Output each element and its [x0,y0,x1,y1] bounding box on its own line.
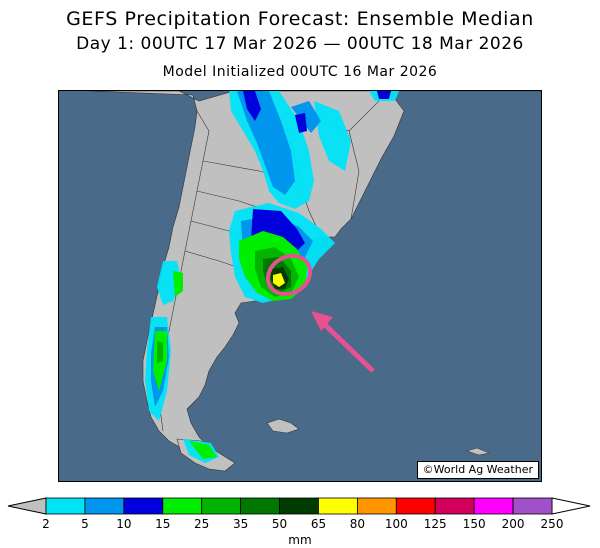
forecast-period: Day 1: 00UTC 17 Mar 2026 — 00UTC 18 Mar … [76,34,524,54]
colorbar-segment [123,497,164,515]
colorbar-tick-label: 10 [116,517,131,531]
colorbar-unit-label: mm [288,533,311,547]
model-init-time: Model Initialized 00UTC 16 Mar 2026 [162,64,438,80]
precip-65-80 [273,273,285,287]
colorbar-tick-label: 5 [81,517,89,531]
falkland-islands [266,418,300,434]
colorbar-segment [201,497,242,515]
highlight-circle [265,253,313,297]
colorbar-tick-label: 25 [194,517,209,531]
colorbar-tick-label: 250 [541,517,564,531]
map-title: GEFS Precipitation Forecast: Ensemble Me… [66,8,534,30]
colorbar-tick-label: 2 [42,517,50,531]
colorbar-tick-label: 80 [350,517,365,531]
colorbar-segment [162,497,203,515]
colorbar-segment [434,497,475,515]
precip-colorbar: 2 5 10 15 25 35 50 65 80 100 125 150 200 250 mm [7,497,591,547]
precipitation-map: ©World Ag Weather [58,90,542,482]
colorbar-tick-label: 50 [272,517,287,531]
colorbar-segment [473,497,514,515]
colorbar-tick-label: 125 [424,517,447,531]
colorbar-tick-label: 65 [311,517,326,531]
colorbar-tick-label: 150 [463,517,486,531]
highlight-arrow [311,311,375,373]
colorbar-segment [240,497,280,515]
colorbar-under-triangle [7,497,47,515]
colorbar-segment [395,497,436,515]
colorbar-segment [512,497,553,515]
colorbar-tick-label: 15 [155,517,170,531]
colorbar-segment [45,497,86,515]
colorbar-segment [279,497,319,515]
colorbar-tick-label: 100 [385,517,408,531]
colorbar-segment [84,497,125,515]
colorbar-segment [356,497,397,515]
colorbar-tick-label: 35 [233,517,248,531]
colorbar-tick-label: 200 [502,517,525,531]
colorbar-over-triangle [551,497,591,515]
south-georgia [466,447,490,456]
colorbar-segment [318,497,358,515]
map-canvas [59,91,541,481]
map-credit: ©World Ag Weather [416,461,539,479]
